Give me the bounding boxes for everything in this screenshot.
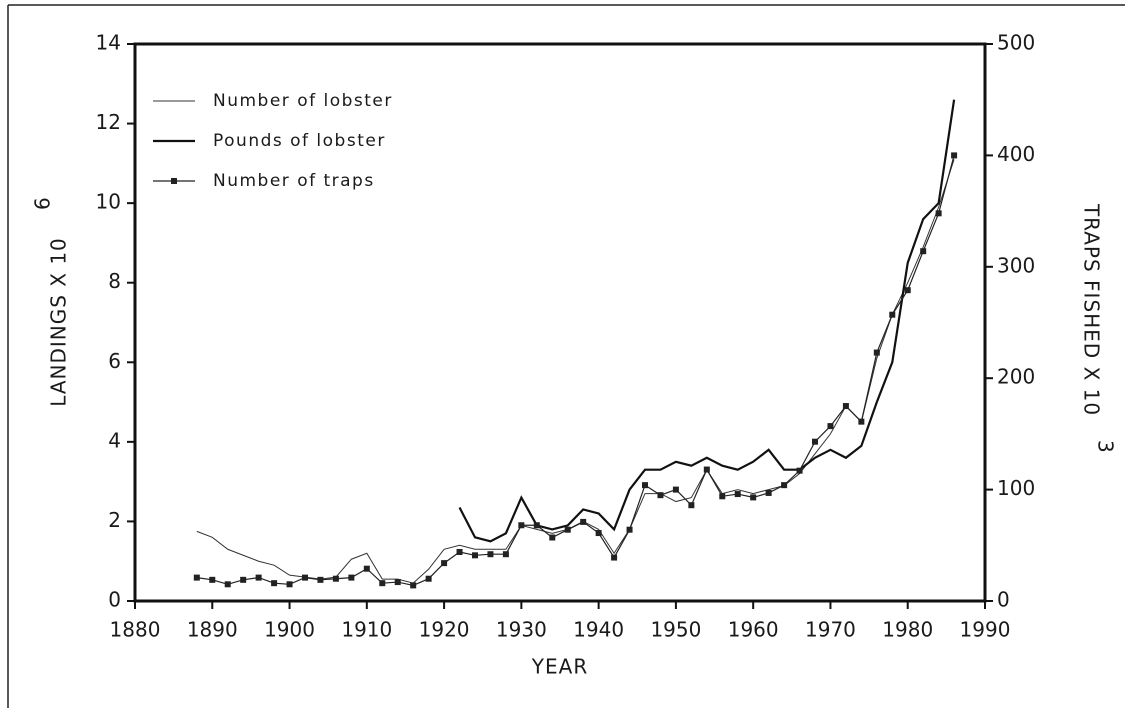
series-marker: [951, 152, 958, 159]
legend-label: Pounds of lobster: [213, 131, 386, 151]
series-marker: [441, 560, 448, 567]
series-marker: [410, 582, 417, 589]
x-tick-label: 1900: [264, 618, 315, 642]
legend-marker: [171, 178, 177, 184]
y2-tick-label: 400: [997, 142, 1035, 166]
legend-label: Number of lobster: [213, 91, 393, 111]
x-tick-label: 1990: [960, 618, 1011, 642]
series-marker: [425, 575, 432, 582]
y2-tick-label: 0: [997, 588, 1010, 612]
x-tick-label: 1950: [650, 618, 701, 642]
y2-tick-label: 200: [997, 365, 1035, 389]
series-marker: [719, 493, 726, 500]
y2-axis-label: TRAPS FISHED X 10: [1080, 203, 1104, 416]
series-line: [458, 99, 956, 543]
y2-axis-exponent: 3: [1094, 440, 1118, 453]
series-marker: [626, 526, 633, 533]
series-marker: [750, 494, 757, 501]
series-marker: [255, 574, 262, 581]
y-tick-label: 8: [108, 269, 121, 293]
legend-label: Number of traps: [213, 171, 375, 191]
series-line: [196, 155, 955, 587]
y2-tick-label: 500: [997, 31, 1035, 55]
x-tick-label: 1890: [187, 618, 238, 642]
series-marker: [379, 580, 386, 587]
x-tick-label: 1930: [496, 618, 547, 642]
plot-frame: [133, 42, 987, 603]
series-marker: [889, 311, 896, 318]
x-tick-label: 1960: [728, 618, 779, 642]
y2-axis-label-group: TRAPS FISHED X 10 3: [1080, 203, 1118, 453]
series-marker: [472, 552, 478, 559]
x-tick-label: 1980: [882, 618, 933, 642]
series-marker: [873, 349, 880, 356]
series-marker: [487, 551, 494, 558]
series-marker: [781, 482, 788, 489]
series-marker: [657, 492, 664, 499]
x-tick-label: 1940: [573, 618, 624, 642]
y-axis-label: LANDINGS X 10: [47, 237, 71, 407]
y-tick-label: 12: [96, 110, 121, 134]
series-marker: [595, 530, 602, 537]
series-marker: [842, 403, 849, 410]
series-marker: [765, 489, 772, 496]
y-tick-label: 6: [108, 349, 121, 373]
y-tick-label: 14: [96, 31, 121, 55]
x-tick-label: 1910: [341, 618, 392, 642]
series-marker: [703, 466, 710, 473]
x-tick-label: 1920: [419, 618, 470, 642]
series-marker: [332, 575, 339, 582]
series-marker: [394, 579, 401, 586]
series-marker: [193, 574, 200, 581]
series-marker: [920, 248, 927, 255]
series-marker: [363, 565, 370, 572]
y-tick-label: 0: [108, 588, 121, 612]
series-marker: [935, 210, 942, 217]
y-tick-label: 10: [96, 190, 121, 214]
series-marker: [224, 581, 231, 588]
series-marker: [858, 418, 865, 425]
series-marker: [564, 526, 571, 533]
y2-tick-label: 300: [997, 253, 1035, 277]
series-marker: [286, 581, 293, 588]
series-marker: [611, 554, 618, 561]
series-marker: [533, 522, 540, 529]
series-marker: [688, 502, 695, 509]
y-tick-label: 2: [108, 508, 121, 532]
series-marker: [348, 574, 355, 581]
series-marker: [271, 580, 278, 587]
series-line: [196, 159, 955, 584]
series-marker: [302, 574, 308, 581]
series-marker: [827, 423, 834, 430]
series-marker: [812, 438, 818, 445]
series-marker: [240, 576, 247, 583]
series-marker: [518, 522, 525, 529]
series-marker: [642, 482, 648, 489]
x-tick-label: 1880: [110, 618, 161, 642]
x-tick-label: 1970: [805, 618, 856, 642]
x-axis-label: YEAR: [531, 655, 588, 679]
series-marker: [796, 467, 803, 474]
series-marker: [502, 551, 509, 558]
y-tick-label: 4: [108, 428, 121, 452]
series-marker: [734, 491, 741, 498]
series-marker: [456, 548, 463, 555]
series-marker: [317, 576, 324, 583]
series-marker: [904, 287, 911, 294]
series-marker: [549, 534, 556, 541]
y2-tick-label: 100: [997, 476, 1035, 500]
y-axis-label-group: LANDINGS X 10 6: [31, 197, 71, 407]
y-axis-exponent: 6: [31, 197, 55, 210]
series-marker: [672, 486, 679, 493]
series-marker: [209, 576, 216, 583]
series-marker: [580, 518, 587, 525]
